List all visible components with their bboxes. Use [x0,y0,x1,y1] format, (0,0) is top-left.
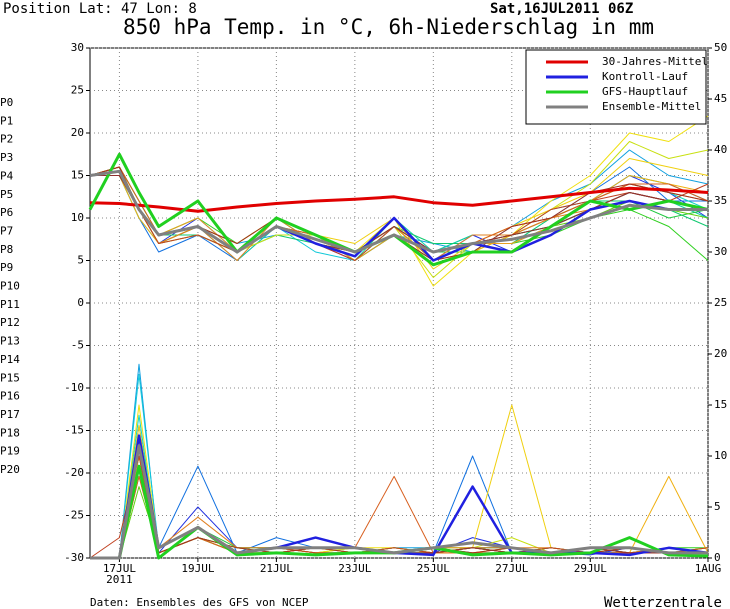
member-label: P1 [0,114,13,127]
y-tick-label: -20 [64,466,84,479]
member-label: P6 [0,206,13,219]
member-label: P18 [0,426,20,439]
member-temp-line [89,166,709,261]
x-tick-label: 21JUL [260,562,293,575]
x-tick-label: 25JUL [417,562,450,575]
member-precip-line [90,445,709,559]
member-precip-line [90,475,708,559]
y-tick-label: 10 [71,211,84,224]
member-label: P0 [0,96,13,109]
chart-title: 850 hPa Temp. in °C, 6h-Niederschlag in … [123,15,654,39]
year-label: 2011 [106,573,133,586]
member-temp-line [89,166,709,261]
member-label: P3 [0,151,13,164]
member-precip-line [90,445,708,559]
member-temp-line [90,166,708,261]
y-tick-label: -15 [64,424,84,437]
member-temp-line [89,166,709,261]
member-label: P8 [0,243,13,256]
member-label: P4 [0,169,14,182]
header-left: Position Lat: 47 Lon: 8 [3,1,197,17]
member-label: P2 [0,133,13,146]
y2-tick-label: 10 [714,449,727,462]
footer-left: Daten: Ensembles des GFS von NCEP [90,596,309,609]
member-label: P7 [0,224,13,237]
y2-tick-label: 0 [714,551,721,564]
member-label: P16 [0,390,20,403]
member-label: P19 [0,445,20,458]
y2-tick-label: 5 [714,500,721,513]
x-tick-label: 1AUG [695,562,722,575]
series-precip-line [90,464,709,560]
member-temp-line [89,166,709,261]
member-label: P9 [0,261,13,274]
y2-tick-label: 40 [714,143,727,156]
y-tick-label: -30 [64,551,84,564]
member-label: P20 [0,463,20,476]
series-temp-line [89,186,709,213]
y-tick-label: 5 [77,254,84,267]
y2-tick-label: 30 [714,245,727,258]
y2-tick-label: 25 [714,296,727,309]
member-precip-line [90,373,708,559]
legend-label: Kontroll-Lauf [602,70,688,83]
header-right: Sat,16JUL2011 06Z [490,1,633,17]
y-tick-label: -5 [71,339,84,352]
member-label: P13 [0,335,20,348]
x-tick-label: 27JUL [495,562,528,575]
y-tick-label: -25 [64,509,84,522]
legend-label: Ensemble-Mittel [602,100,701,113]
member-label: P17 [0,408,20,421]
member-label: P10 [0,280,20,293]
series-precip-line [90,444,708,560]
y-tick-label: -10 [64,381,84,394]
member-precip-line [90,475,709,559]
member-label: P11 [0,298,20,311]
x-tick-label: 19JUL [181,562,214,575]
y2-tick-label: 15 [714,398,727,411]
footer-right: Wetterzentrale [604,595,722,609]
member-label: P5 [0,188,13,201]
member-temp-line [89,166,709,261]
x-tick-label: 17JUL [103,562,136,575]
member-label: P14 [0,353,20,366]
member-label: P12 [0,316,20,329]
y2-tick-label: 45 [714,92,727,105]
y2-tick-label: 35 [714,194,727,207]
legend-label: 30-Jahres-Mittel [602,55,708,68]
x-tick-label: 29JUL [574,562,607,575]
y-tick-label: 20 [71,126,84,139]
y2-tick-label: 50 [714,41,727,54]
y-tick-label: 25 [71,84,84,97]
series-temp-line [89,169,708,254]
x-tick-label: 23JUL [338,562,371,575]
y-tick-label: 0 [77,296,84,309]
y-tick-label: 15 [71,169,84,182]
member-label: P15 [0,371,20,384]
legend-label: GFS-Hauptlauf [602,85,688,98]
y2-tick-label: 20 [714,347,727,360]
y-tick-label: 30 [71,41,84,54]
